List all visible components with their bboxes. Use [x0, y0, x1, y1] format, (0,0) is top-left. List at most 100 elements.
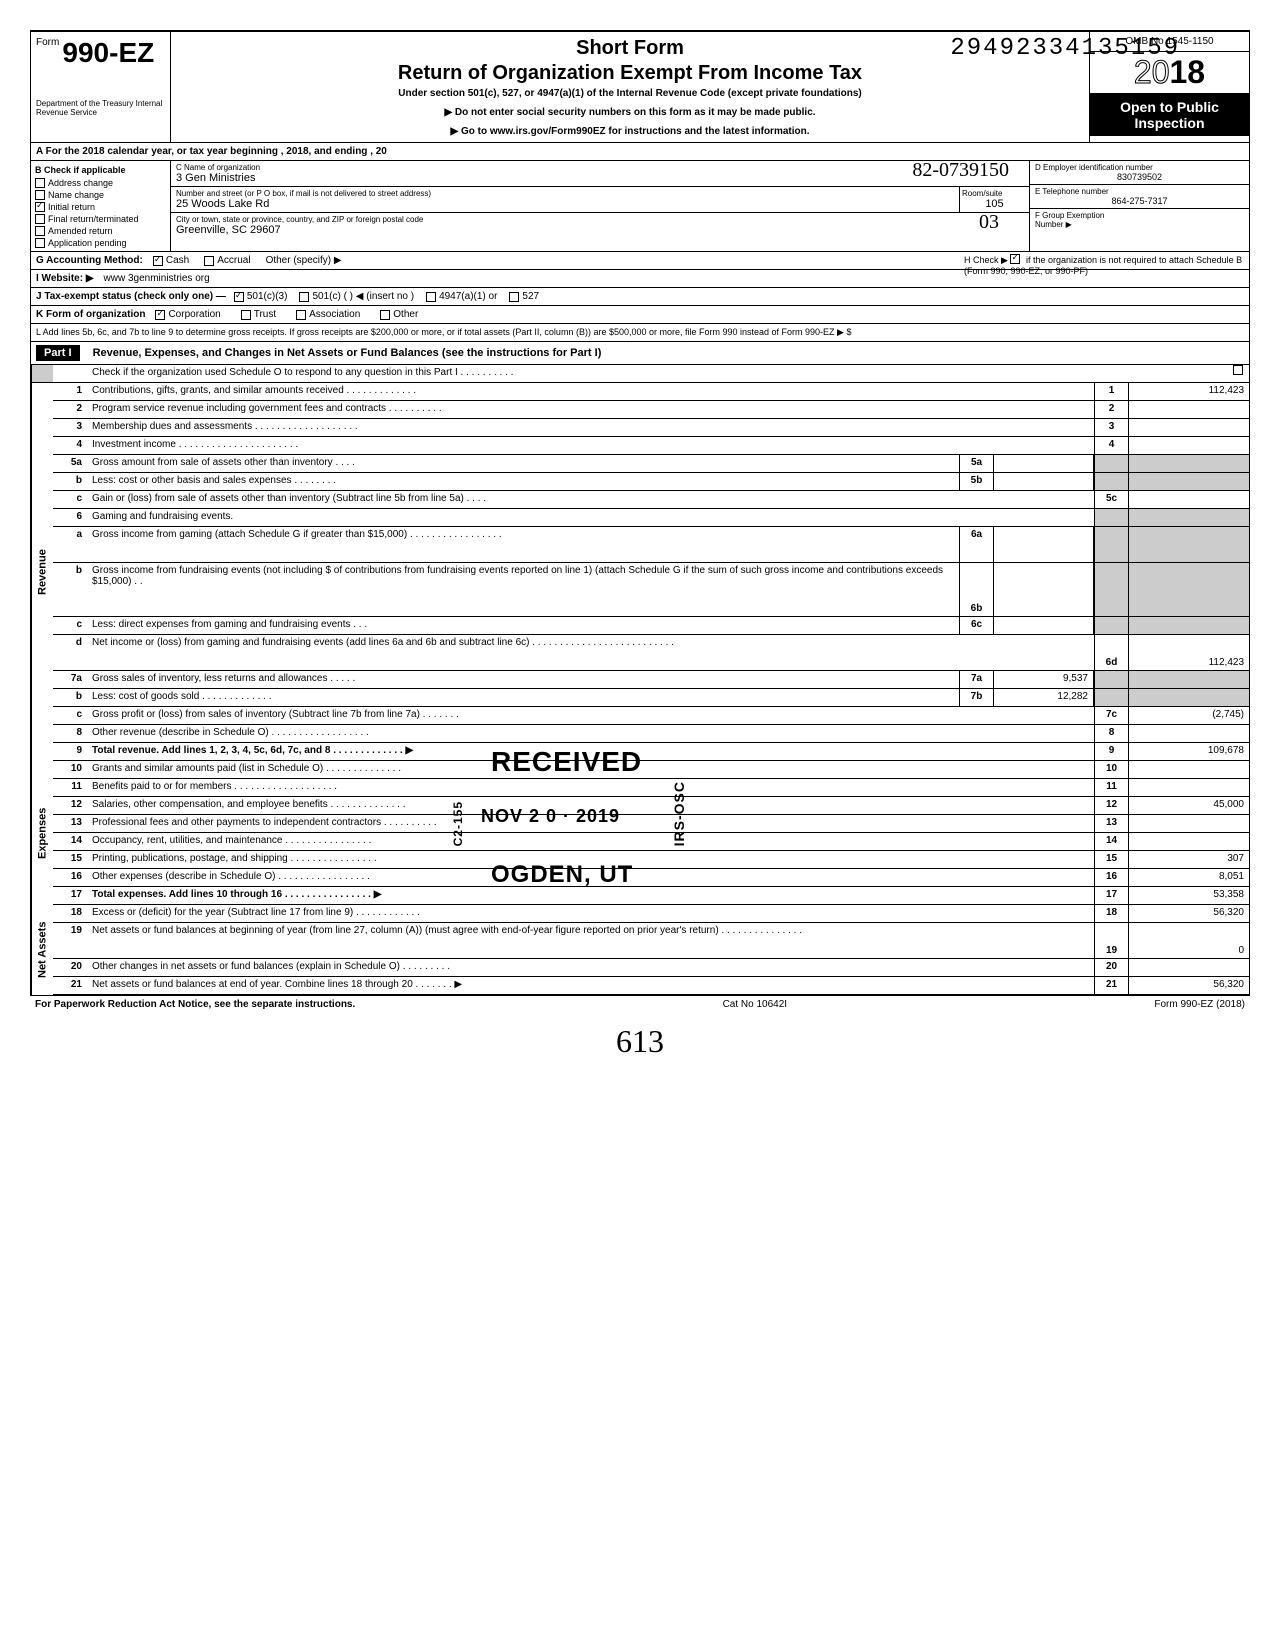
- public-inspection: Open to Public Inspection: [1090, 94, 1249, 136]
- check-address-change[interactable]: Address change: [33, 177, 168, 189]
- section-h: H Check ▶ if the organization is not req…: [964, 254, 1244, 276]
- line-6c-text: Less: direct expenses from gaming and fu…: [88, 617, 959, 634]
- street-row: Number and street (or P O box, if mail i…: [171, 187, 1029, 213]
- website-label: I Website: ▶: [36, 273, 94, 284]
- netassets-side-label: Net Assets: [31, 905, 53, 995]
- expenses-side-label: Expenses: [31, 761, 53, 905]
- line-6a-text: Gross income from gaming (attach Schedul…: [88, 527, 959, 562]
- line-7a-text: Gross sales of inventory, less returns a…: [88, 671, 959, 688]
- k-other-check[interactable]: [380, 310, 390, 320]
- line-18-value: 56,320: [1129, 905, 1249, 922]
- k-label: K Form of organization: [36, 309, 145, 320]
- j-527-check[interactable]: [509, 292, 519, 302]
- city-row: City or town, state or province, country…: [171, 213, 1029, 238]
- j-label: J Tax-exempt status (check only one) —: [36, 291, 226, 302]
- line-18-text: Excess or (deficit) for the year (Subtra…: [88, 905, 1094, 922]
- room-number: 105: [962, 198, 1027, 210]
- line-3-text: Membership dues and assessments . . . . …: [88, 419, 1094, 436]
- section-b: B Check if applicable Address change Nam…: [31, 161, 171, 251]
- ein-label: D Employer identification number: [1035, 163, 1244, 172]
- line-4-text: Investment income . . . . . . . . . . . …: [88, 437, 1094, 454]
- line-21-text: Net assets or fund balances at end of ye…: [88, 977, 1094, 994]
- line-7a-value: 9,537: [994, 671, 1094, 688]
- part1-label: Part I: [36, 345, 80, 361]
- k-corp-check[interactable]: [155, 310, 165, 320]
- line-5c-text: Gain or (loss) from sale of assets other…: [88, 491, 1094, 508]
- part1-check-row: Check if the organization used Schedule …: [30, 365, 1250, 383]
- row-j: J Tax-exempt status (check only one) — 5…: [30, 288, 1250, 306]
- line-12-value: 45,000: [1129, 797, 1249, 814]
- street-label: Number and street (or P O box, if mail i…: [176, 189, 1024, 198]
- hand-ein: 82-0739150: [912, 159, 1009, 182]
- g-label: G Accounting Method:: [36, 255, 143, 266]
- line-5c-value: [1129, 491, 1249, 508]
- check-final-return[interactable]: Final return/terminated: [33, 213, 168, 225]
- row-gh: G Accounting Method: Cash Accrual Other …: [30, 252, 1250, 270]
- line-14-text: Occupancy, rent, utilities, and maintena…: [88, 833, 1094, 850]
- line-4-value: [1129, 437, 1249, 454]
- instruction-2: ▶ Go to www.irs.gov/Form990EZ for instru…: [176, 126, 1084, 137]
- k-assoc-check[interactable]: [296, 310, 306, 320]
- instruction-1: ▶ Do not enter social security numbers o…: [176, 107, 1084, 118]
- l-text: L Add lines 5b, 6c, and 7b to line 9 to …: [36, 327, 851, 338]
- line-8-value: [1129, 725, 1249, 742]
- part1-checkbox[interactable]: [1233, 365, 1243, 375]
- line-7c-value: (2,745): [1129, 707, 1249, 724]
- line-6d-text: Net income or (loss) from gaming and fun…: [88, 635, 1094, 670]
- bottom-handwritten: 613: [30, 1023, 1250, 1060]
- check-amended[interactable]: Amended return: [33, 225, 168, 237]
- hand-03: 03: [979, 211, 999, 234]
- sections-def: D Employer identification number 8307395…: [1029, 161, 1249, 251]
- cash-check[interactable]: [153, 256, 163, 266]
- name-label: C Name of organization: [176, 163, 1024, 172]
- subtitle: Under section 501(c), 527, or 4947(a)(1)…: [176, 88, 1084, 99]
- k-trust-check[interactable]: [241, 310, 251, 320]
- check-initial-return[interactable]: Initial return: [33, 201, 168, 213]
- part1-header-row: Part I Revenue, Expenses, and Changes in…: [30, 342, 1250, 365]
- k-assoc: Association: [309, 309, 360, 320]
- date-stamp: NOV 2 0 · 2019: [481, 806, 620, 827]
- dept-text: Department of the Treasury Internal Reve…: [36, 99, 165, 117]
- line-6d-value: 112,423: [1129, 635, 1249, 670]
- room-col: Room/suite 105: [959, 187, 1029, 212]
- part1-check-text: Check if the organization used Schedule …: [88, 365, 1229, 382]
- check-name-change[interactable]: Name change: [33, 189, 168, 201]
- street-address: 25 Woods Lake Rd: [176, 198, 1024, 210]
- line-6b-text: Gross income from fundraising events (no…: [88, 563, 959, 616]
- line-17-value: 53,358: [1129, 887, 1249, 904]
- line-16-value: 8,051: [1129, 869, 1249, 886]
- section-d: D Employer identification number 8307395…: [1030, 161, 1249, 185]
- cat-number: Cat No 10642I: [723, 999, 788, 1010]
- j-4947-check[interactable]: [426, 292, 436, 302]
- line-19-text: Net assets or fund balances at beginning…: [88, 923, 1094, 958]
- j-501c3-check[interactable]: [234, 292, 244, 302]
- ein-value: 830739502: [1035, 172, 1244, 182]
- check-pending[interactable]: Application pending: [33, 237, 168, 249]
- phone-value: 864-275-7317: [1035, 196, 1244, 206]
- line-2-text: Program service revenue including govern…: [88, 401, 1094, 418]
- group-exempt-label: F Group Exemption Number ▶: [1035, 211, 1244, 229]
- city-state-zip: Greenville, SC 29607: [176, 224, 1024, 236]
- phone-label: E Telephone number: [1035, 187, 1244, 196]
- section-e: E Telephone number 864-275-7317: [1030, 185, 1249, 209]
- line-5a-text: Gross amount from sale of assets other t…: [88, 455, 959, 472]
- line-1-text: Contributions, gifts, grants, and simila…: [88, 383, 1094, 400]
- main-title: Return of Organization Exempt From Incom…: [176, 62, 1084, 85]
- form-prefix: Form: [36, 37, 59, 48]
- line-5b-text: Less: cost or other basis and sales expe…: [88, 473, 959, 490]
- j-501c3: 501(c)(3): [247, 291, 288, 302]
- section-f: F Group Exemption Number ▶: [1030, 209, 1249, 233]
- k-corp: Corporation: [168, 309, 220, 320]
- part1-title: Revenue, Expenses, and Changes in Net As…: [93, 347, 602, 359]
- line-7c-text: Gross profit or (loss) from sales of inv…: [88, 707, 1094, 724]
- h-check[interactable]: [1010, 254, 1020, 264]
- irs-stamp: IRS-OSC: [671, 781, 687, 846]
- j-501c-check[interactable]: [299, 292, 309, 302]
- short-form-label: Short Form: [176, 37, 1084, 60]
- received-stamp: RECEIVED: [491, 746, 642, 778]
- form-ref: Form 990-EZ (2018): [1154, 999, 1245, 1010]
- accrual-check[interactable]: [204, 256, 214, 266]
- cash-label: Cash: [166, 255, 189, 266]
- org-name: 3 Gen Ministries: [176, 172, 1024, 184]
- j-4947: 4947(a)(1) or: [439, 291, 497, 302]
